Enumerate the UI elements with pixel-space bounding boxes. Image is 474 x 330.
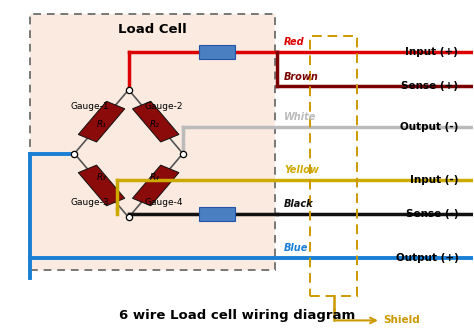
Text: Red: Red (284, 37, 305, 47)
Text: Input (-): Input (-) (410, 175, 458, 185)
Text: Gauge-3: Gauge-3 (70, 198, 109, 207)
Bar (78, 165, 125, 206)
Text: R₂: R₂ (150, 120, 160, 129)
Text: Load Cell: Load Cell (118, 23, 187, 36)
FancyBboxPatch shape (30, 15, 275, 270)
Text: Sense (-): Sense (-) (406, 209, 458, 219)
Text: R₄: R₄ (150, 173, 160, 182)
Text: Gauge-1: Gauge-1 (70, 102, 109, 111)
Text: Output (-): Output (-) (400, 122, 458, 132)
Bar (199, 207, 235, 221)
Text: R₃: R₃ (97, 173, 107, 182)
Bar (133, 165, 179, 206)
Text: White: White (284, 113, 317, 122)
Text: Gauge-4: Gauge-4 (145, 198, 183, 207)
Bar (199, 45, 235, 59)
Text: Black: Black (284, 199, 314, 209)
Text: R₁: R₁ (97, 120, 107, 129)
Text: Shield: Shield (383, 315, 420, 325)
Bar (78, 101, 125, 142)
Text: Blue: Blue (284, 243, 309, 253)
Text: Output (+): Output (+) (396, 253, 458, 263)
Bar (133, 101, 179, 142)
Text: Brown: Brown (284, 72, 319, 82)
Text: Input (+): Input (+) (405, 47, 458, 57)
Text: 6 wire Load cell wiring diagram: 6 wire Load cell wiring diagram (119, 309, 355, 322)
Text: Sense (+): Sense (+) (401, 82, 458, 91)
Text: Yellow: Yellow (284, 165, 319, 175)
Text: Gauge-2: Gauge-2 (145, 102, 183, 111)
